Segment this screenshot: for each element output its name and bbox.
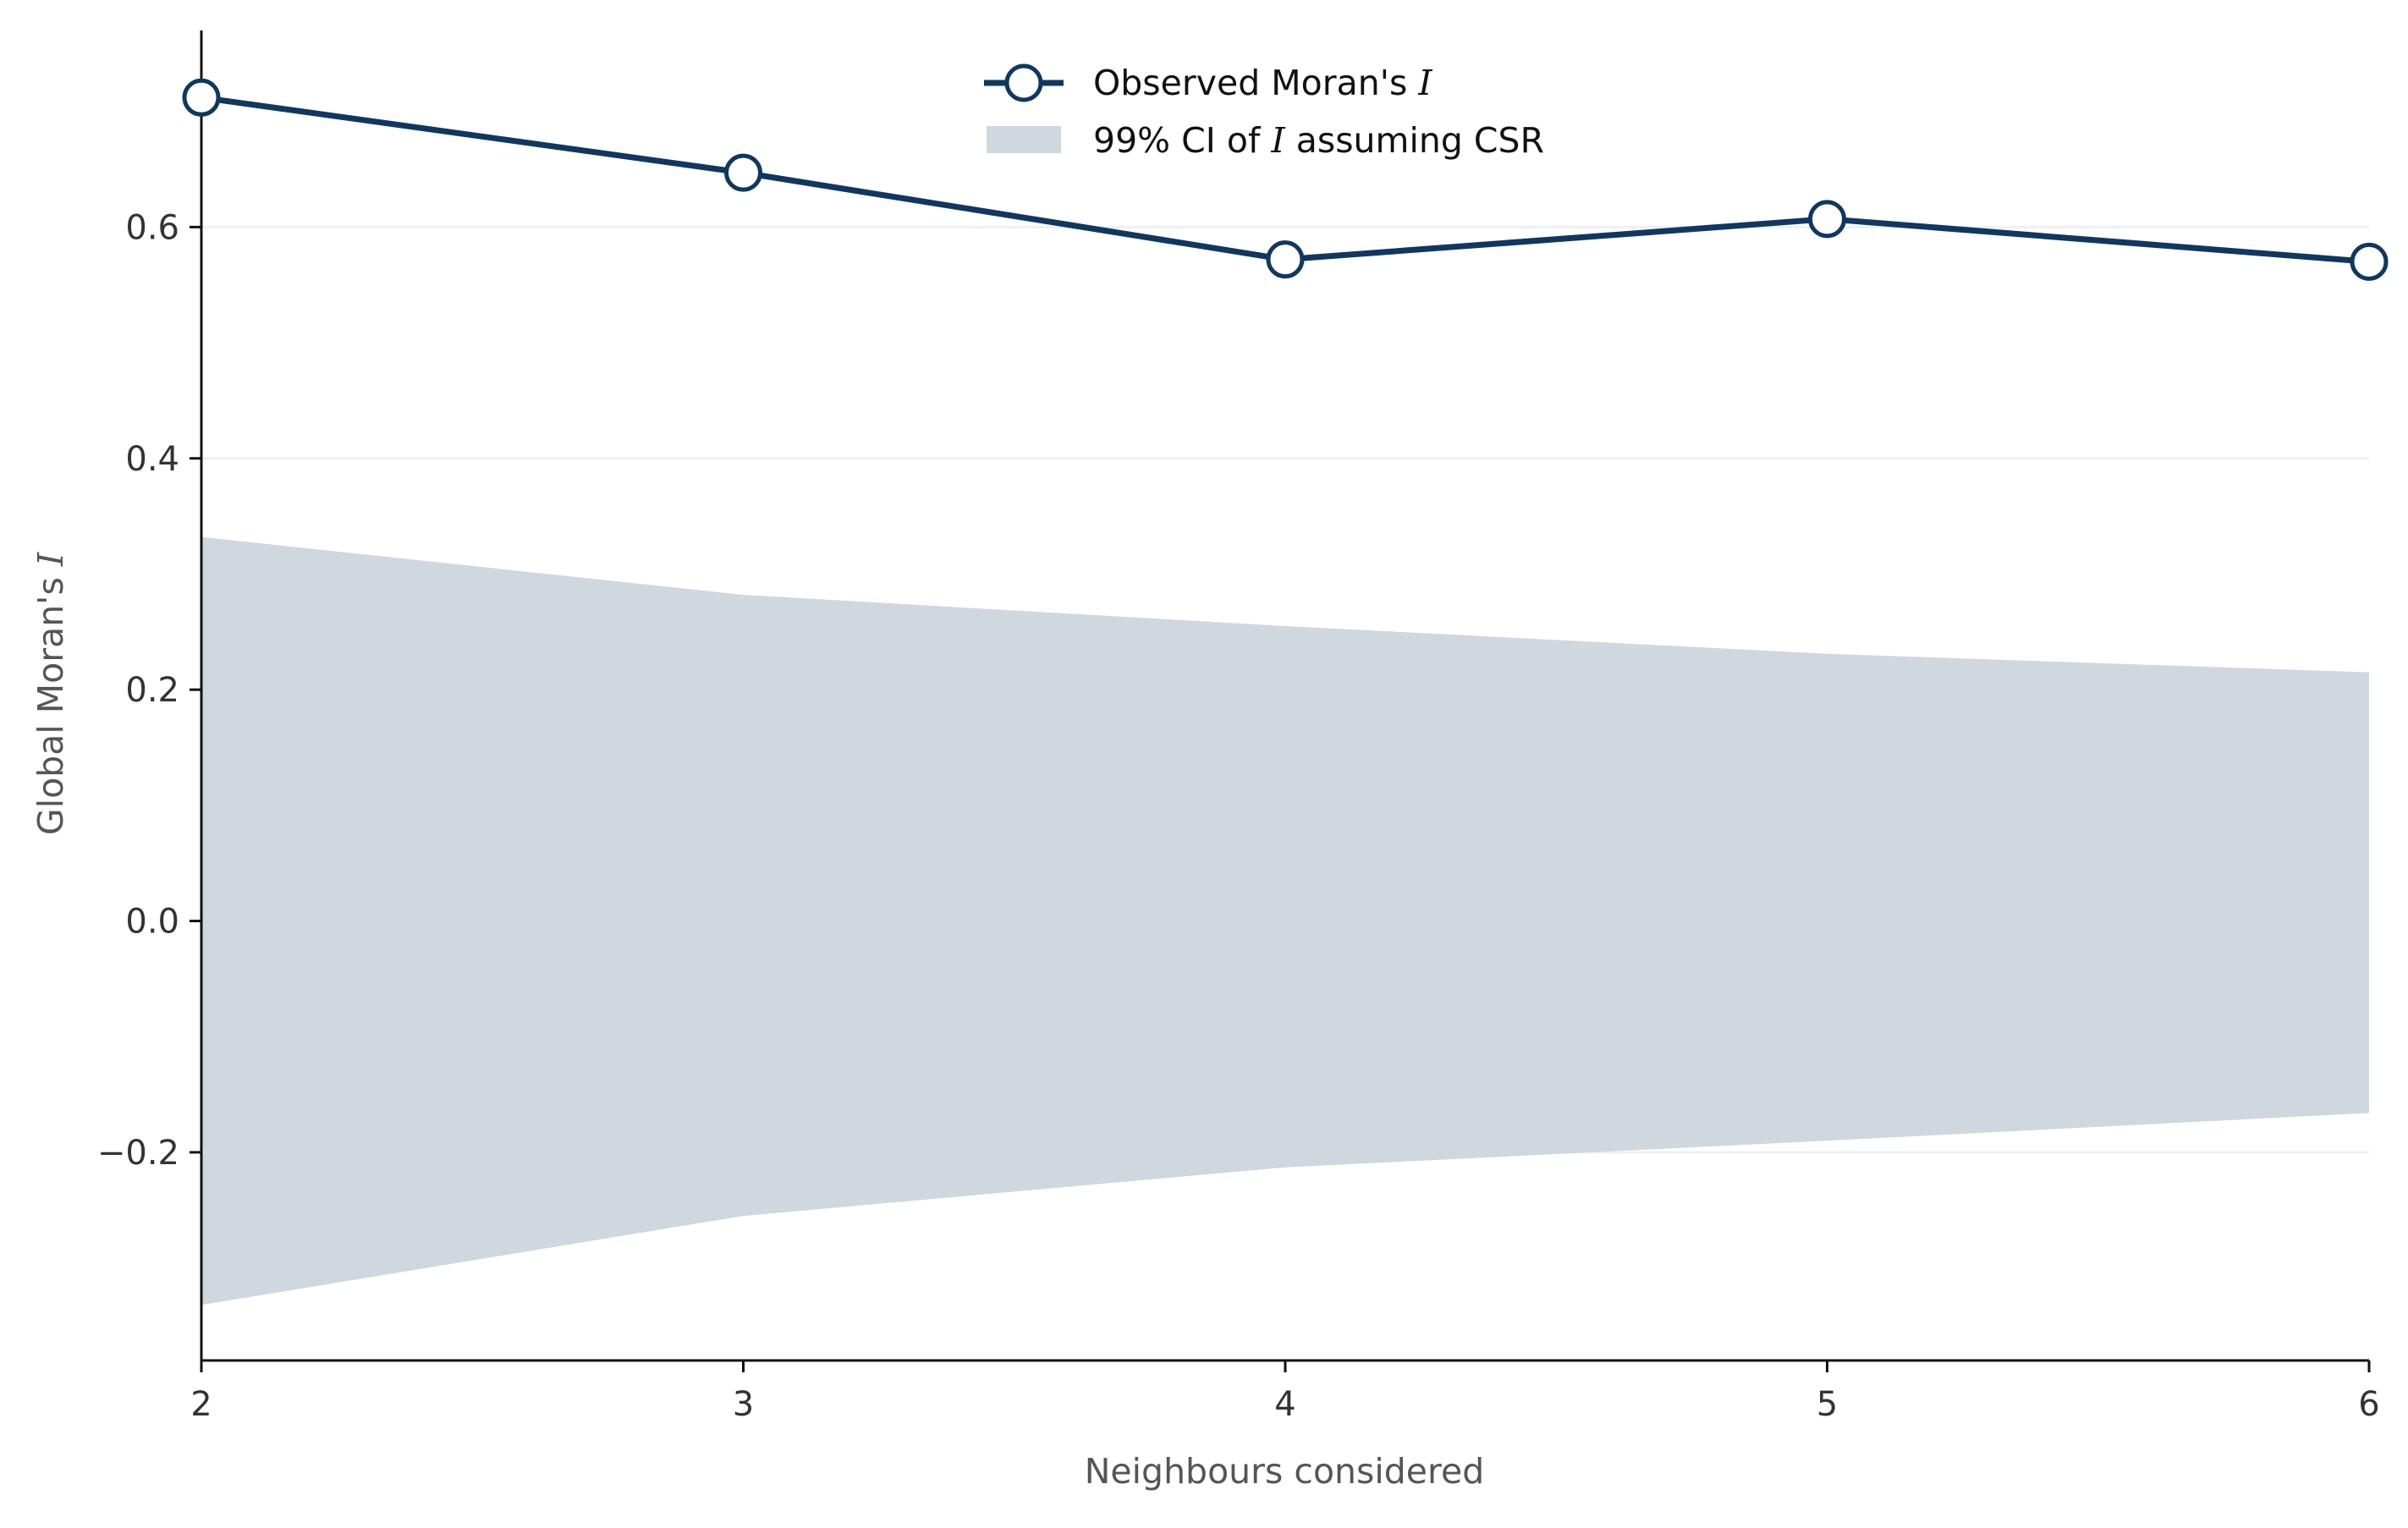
x-axis-title: Neighbours considered — [1085, 1451, 1484, 1492]
observed-point — [182, 78, 221, 117]
ticks: −0.2 0.0 0.2 0.4 0.6 2 3 4 5 6 — [97, 208, 2380, 1424]
observed-series-layer — [182, 78, 2389, 281]
legend-marker-swatch — [1004, 63, 1043, 102]
x-tick-label: 4 — [1274, 1385, 1295, 1424]
observed-point — [1808, 200, 1846, 239]
ci-band — [201, 536, 2369, 1305]
observed-point — [2350, 242, 2389, 281]
ci-band-layer — [201, 536, 2369, 1305]
x-tick-label: 3 — [733, 1385, 754, 1424]
y-tick-label: 0.6 — [125, 208, 179, 247]
legend-label-observed: Observed Moran's I — [1093, 63, 1432, 103]
observed-point — [724, 153, 762, 192]
legend-label-ci: 99% CI of I assuming CSR — [1093, 120, 1544, 161]
y-tick-label: −0.2 — [97, 1134, 179, 1173]
legend-band-swatch — [987, 126, 1061, 153]
y-axis-title: Global Moran's I — [30, 552, 71, 835]
x-tick-label: 6 — [2358, 1385, 2379, 1424]
y-tick-label: 0.2 — [125, 671, 179, 710]
x-tick-label: 5 — [1817, 1385, 1838, 1424]
x-tick-label: 2 — [190, 1385, 212, 1424]
y-tick-label: 0.0 — [125, 903, 179, 942]
legend: Observed Moran's I 99% CI of I assuming … — [984, 63, 1544, 161]
y-tick-label: 0.4 — [125, 440, 179, 479]
observed-point — [1266, 240, 1305, 279]
